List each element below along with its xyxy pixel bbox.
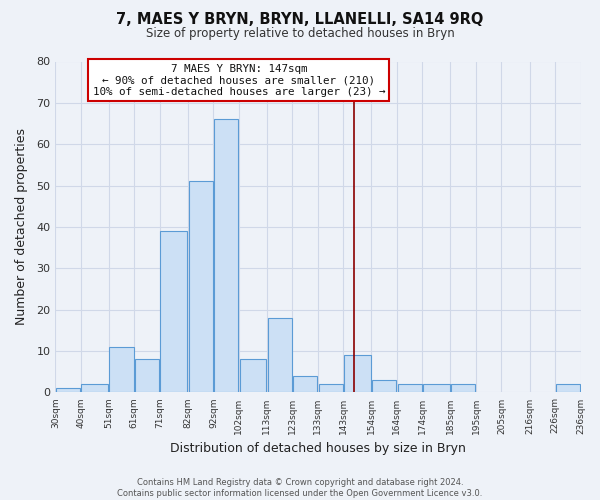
Bar: [109, 347, 134, 393]
Bar: [556, 384, 580, 392]
Bar: [82, 384, 108, 392]
Bar: [398, 384, 422, 392]
Text: Size of property relative to detached houses in Bryn: Size of property relative to detached ho…: [146, 28, 454, 40]
Bar: [293, 376, 317, 392]
Bar: [268, 318, 292, 392]
Bar: [239, 360, 266, 392]
Bar: [135, 360, 159, 392]
Bar: [344, 355, 371, 393]
Bar: [423, 384, 450, 392]
Bar: [214, 120, 238, 392]
Bar: [372, 380, 397, 392]
Text: 7 MAES Y BRYN: 147sqm
← 90% of detached houses are smaller (210)
10% of semi-det: 7 MAES Y BRYN: 147sqm ← 90% of detached …: [92, 64, 385, 97]
Bar: [56, 388, 80, 392]
X-axis label: Distribution of detached houses by size in Bryn: Distribution of detached houses by size …: [170, 442, 466, 455]
Text: Contains HM Land Registry data © Crown copyright and database right 2024.
Contai: Contains HM Land Registry data © Crown c…: [118, 478, 482, 498]
Text: 7, MAES Y BRYN, BRYN, LLANELLI, SA14 9RQ: 7, MAES Y BRYN, BRYN, LLANELLI, SA14 9RQ: [116, 12, 484, 28]
Y-axis label: Number of detached properties: Number of detached properties: [15, 128, 28, 326]
Bar: [160, 231, 187, 392]
Bar: [319, 384, 343, 392]
Bar: [451, 384, 475, 392]
Bar: [188, 182, 213, 392]
